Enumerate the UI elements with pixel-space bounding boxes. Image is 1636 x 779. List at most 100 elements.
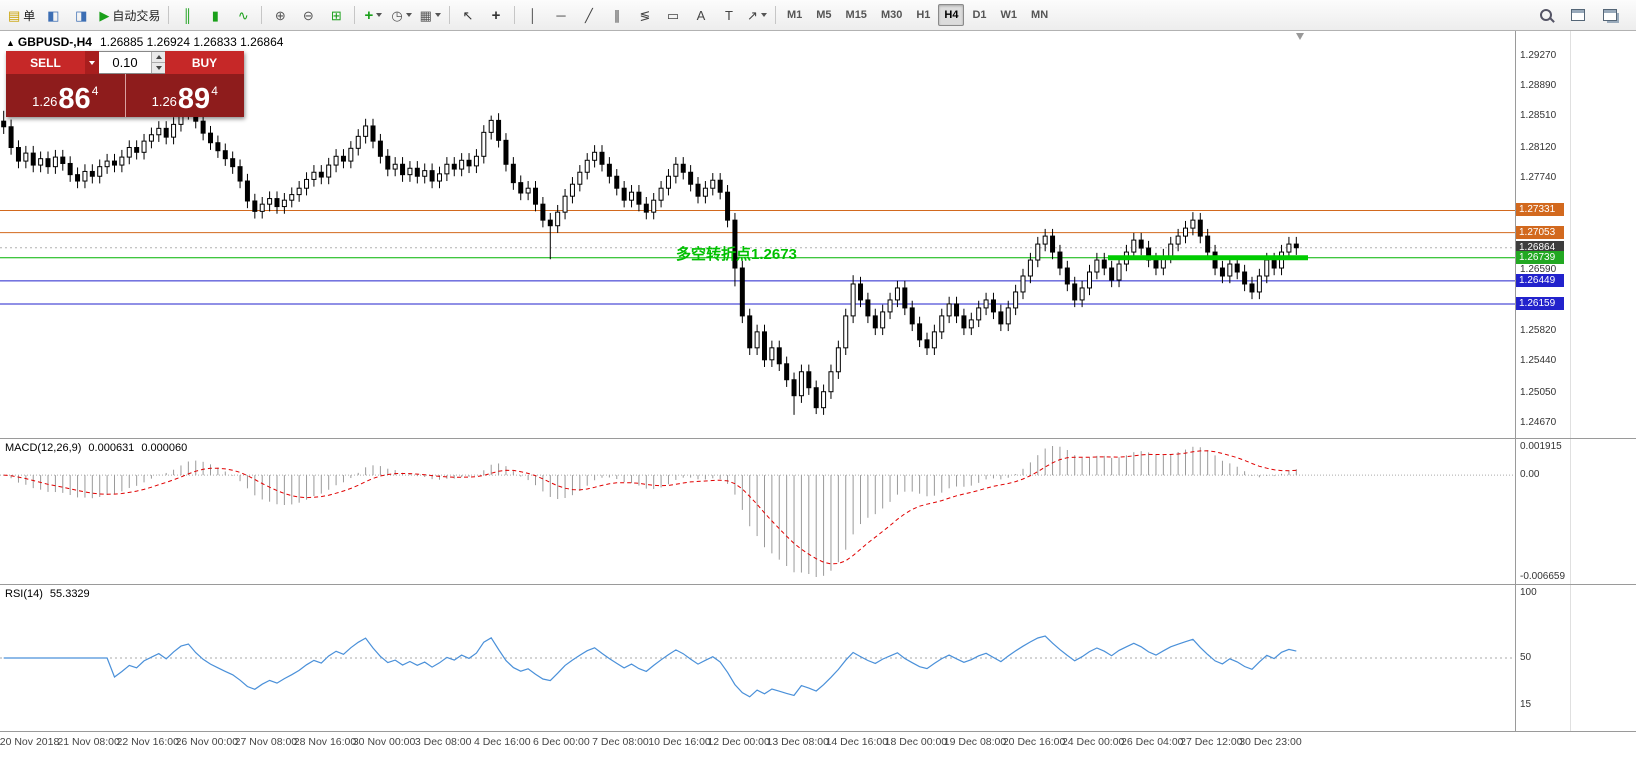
main-chart-panel: ▲ GBPUSD-,H4 1.26885 1.26924 1.26833 1.268…: [0, 31, 1636, 438]
cursor-icon[interactable]: ↖: [462, 7, 474, 23]
rsi-name: RSI(14): [5, 588, 43, 600]
new-chart-window-icon[interactable]: [1564, 3, 1592, 27]
price-tick: 1.25440: [1520, 355, 1557, 367]
trendline-icon[interactable]: ╱: [585, 7, 593, 23]
line-chart-icon[interactable]: ∿: [237, 7, 249, 23]
buy-button[interactable]: BUY: [165, 51, 244, 74]
toolbar-left: ▤ 单 ◧ ◨ ▶ 自动交易 ║ ▮ ∿ ⊕ ⊖ ⊞ + ◷ ▦ ↖ + │ ─ ╱ ∥ ≶ ▭ A T ↗ M1 M5 M15 M30 H…: [4, 3, 1532, 27]
rsi-label: RSI(14) 55.3329: [5, 588, 90, 600]
shapes-icon[interactable]: ▭: [666, 7, 680, 23]
ohlc-values: 1.26885 1.26924 1.26833 1.26864: [99, 35, 284, 49]
macd-chart-area[interactable]: MACD(12,26,9) 0.000631 0.000060: [0, 439, 1515, 584]
timeframe-w1-button[interactable]: W1: [1000, 9, 1018, 21]
buy-price-display: 1.26 89 4: [124, 74, 245, 117]
rsi-scale[interactable]: 100 50 15: [1515, 585, 1570, 731]
time-axis-label: 28 Nov 16:00: [293, 736, 357, 748]
time-axis-label: 19 Dec 08:00: [943, 736, 1007, 748]
time-axis-label: 27 Dec 12:00: [1180, 736, 1243, 748]
macd-signal-value: 0.000060: [141, 442, 188, 454]
zoom-out-icon[interactable]: ⊖: [302, 7, 314, 23]
time-axis: 20 Nov 2018 21 Nov 08:00 22 Nov 16:00 26 No…: [0, 731, 1636, 754]
toolbar-separator: [513, 6, 515, 24]
arrows-icon[interactable]: ↗: [743, 3, 771, 27]
time-axis-label: 3 Dec 08:00: [414, 736, 472, 748]
time-axis-label: 20 Nov 2018: [0, 736, 60, 748]
data-window-icon[interactable]: ◨: [75, 7, 88, 23]
text-label-icon[interactable]: T: [724, 7, 733, 23]
auto-trading-button[interactable]: ▶ 自动交易: [99, 7, 161, 23]
price-tick: 1.28890: [1520, 80, 1557, 92]
sell-price-display: 1.26 86 4: [6, 74, 125, 117]
periods-icon[interactable]: ◷: [387, 3, 415, 27]
rsi-scale-low: 15: [1520, 698, 1532, 710]
time-axis-label: 24 Dec 00:00: [1061, 736, 1125, 748]
symbol-label: GBPUSD-,H4: [17, 35, 92, 49]
macd-panel: MACD(12,26,9) 0.000631 0.000060 0.001915 0…: [0, 438, 1636, 584]
time-axis-label: 7 Dec 08:00: [592, 736, 649, 748]
price-tick: 1.24670: [1520, 416, 1557, 428]
channel-icon[interactable]: ∥: [613, 7, 621, 23]
price-scale[interactable]: 1.29270 1.28890 1.28510 1.28120 1.27740 1.265…: [1515, 31, 1570, 438]
buy-price-integer: 1.26: [151, 94, 177, 109]
chart-annotation-text[interactable]: 多空转折点1.2673: [676, 246, 797, 263]
zoom-in-icon[interactable]: ⊕: [274, 7, 286, 23]
macd-scale[interactable]: 0.001915 0.00 -0.006659: [1515, 439, 1570, 584]
time-axis-label: 22 Nov 16:00: [116, 736, 179, 748]
time-axis-label: 4 Dec 16:00: [473, 736, 531, 748]
macd-value: 0.000631: [88, 442, 135, 454]
timeframe-m15-button[interactable]: M15: [845, 9, 867, 21]
market-watch-icon[interactable]: ◧: [47, 7, 60, 23]
volume-up-button[interactable]: [152, 52, 165, 62]
toolbar-separator: [261, 6, 263, 24]
new-order-button[interactable]: ▤ 单: [8, 7, 36, 23]
toolbar-separator: [168, 6, 170, 24]
search-icon[interactable]: [1532, 3, 1560, 27]
sell-dropdown-icon[interactable]: [85, 51, 99, 74]
price-tick: 1.28510: [1520, 110, 1557, 122]
volume-box: [99, 51, 165, 74]
templates-icon[interactable]: ▦: [416, 3, 445, 27]
timeframe-d1-button[interactable]: D1: [972, 9, 987, 21]
time-axis-label: 21 Nov 08:00: [57, 736, 120, 748]
rsi-scale-mid: 50: [1520, 652, 1532, 663]
price-tick: 1.28120: [1520, 141, 1557, 153]
time-axis-label: 18 Dec 00:00: [884, 736, 948, 748]
time-axis-label: 6 Dec 00:00: [533, 736, 590, 748]
time-axis-label: 12 Dec 00:00: [707, 736, 770, 748]
main-toolbar: ▤ 单 ◧ ◨ ▶ 自动交易 ║ ▮ ∿ ⊕ ⊖ ⊞ + ◷ ▦ ↖ + │ ─ ╱ ∥ ≶ ▭ A T ↗ M1 M5 M15 M30 H…: [0, 0, 1636, 31]
fibonacci-icon[interactable]: ≶: [639, 7, 651, 23]
price-badge-blue: 1.26159: [1516, 297, 1564, 310]
one-click-trading-panel: SELL BUY 1.26: [6, 51, 244, 117]
timeframe-mn-button[interactable]: MN: [1031, 9, 1049, 21]
vertical-line-icon[interactable]: │: [528, 7, 538, 23]
bar-chart-icon[interactable]: ║: [182, 7, 192, 23]
crosshair-icon[interactable]: +: [491, 6, 501, 24]
timeframe-h4-button[interactable]: H4: [938, 4, 965, 26]
price-tick: 1.29270: [1520, 49, 1557, 61]
time-axis-label: 27 Nov 08:00: [234, 736, 298, 748]
timeframe-m30-button[interactable]: M30: [880, 9, 903, 21]
symbol-header: ▲ GBPUSD-,H4 1.26885 1.26924 1.26833 1.268…: [6, 35, 283, 49]
sell-price-point: 4: [91, 84, 99, 98]
candlestick-chart-icon[interactable]: ▮: [211, 7, 219, 23]
text-icon[interactable]: A: [696, 7, 706, 23]
timeframe-m1-button[interactable]: M1: [786, 9, 803, 21]
volume-input[interactable]: [99, 52, 151, 73]
sell-button[interactable]: SELL: [6, 51, 85, 74]
tile-windows-icon[interactable]: ⊞: [330, 7, 342, 23]
sell-price-pips: 86: [58, 83, 91, 116]
buy-button-label: BUY: [191, 55, 218, 70]
volume-down-button[interactable]: [152, 62, 165, 73]
time-axis-label: 20 Dec 16:00: [1002, 736, 1066, 748]
price-chart-area[interactable]: ▲ GBPUSD-,H4 1.26885 1.26924 1.26833 1.268…: [0, 31, 1515, 438]
time-axis-label: 10 Dec 16:00: [648, 736, 711, 748]
time-axis-label: 30 Dec 23:00: [1239, 736, 1302, 748]
timeframe-h1-button[interactable]: H1: [916, 9, 931, 21]
timeframe-m5-button[interactable]: M5: [816, 9, 832, 21]
indicators-icon[interactable]: +: [359, 3, 387, 27]
window-list-icon[interactable]: [1596, 3, 1624, 27]
rsi-scale-max: 100: [1520, 587, 1537, 598]
price-tick: 1.26590: [1520, 263, 1557, 275]
rsi-chart-area[interactable]: RSI(14) 55.3329: [0, 585, 1515, 731]
horizontal-line-icon[interactable]: ─: [556, 7, 566, 23]
